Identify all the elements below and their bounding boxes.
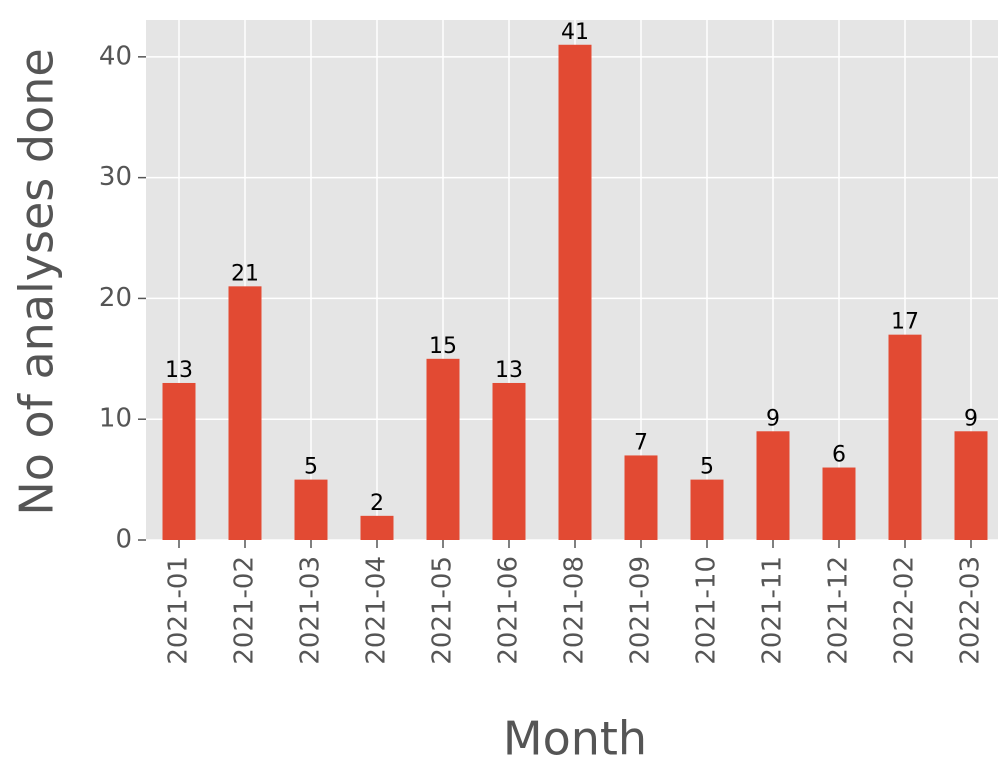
value-label: 15 — [429, 334, 457, 359]
y-axis-label: No of analyses done — [10, 48, 64, 515]
value-label: 17 — [891, 310, 919, 335]
x-tick-label: 2021-04 — [362, 556, 392, 665]
value-label: 21 — [231, 261, 259, 286]
x-tick-label: 2022-03 — [956, 556, 986, 665]
bar — [822, 467, 856, 540]
x-tick-label: 2021-12 — [824, 556, 854, 665]
value-label: 5 — [700, 455, 714, 480]
bar — [360, 515, 394, 540]
value-label: 41 — [561, 20, 589, 45]
value-label: 7 — [634, 430, 648, 455]
x-axis-label: Month — [503, 712, 647, 766]
y-tick-label: 40 — [99, 41, 132, 71]
bar — [624, 455, 658, 540]
x-tick-label: 2022-02 — [890, 556, 920, 665]
bar — [228, 286, 262, 540]
bar — [756, 431, 790, 540]
bar — [426, 358, 460, 540]
bar — [162, 382, 196, 540]
x-tick-label: 2021-03 — [296, 556, 326, 665]
x-tick-label: 2021-08 — [560, 556, 590, 665]
x-tick-label: 2021-02 — [230, 556, 260, 665]
bar — [294, 479, 328, 540]
x-tick-label: 2021-11 — [758, 556, 788, 665]
bar — [690, 479, 724, 540]
value-label: 13 — [165, 358, 193, 383]
x-tick-label: 2021-09 — [626, 556, 656, 665]
y-tick-label: 10 — [99, 404, 132, 434]
value-label: 2 — [370, 491, 384, 516]
x-tick-label: 2021-06 — [494, 556, 524, 665]
value-label: 9 — [964, 406, 978, 431]
value-label: 9 — [766, 406, 780, 431]
x-tick-label: 2021-01 — [164, 556, 194, 665]
value-label: 5 — [304, 455, 318, 480]
x-tick-label: 2021-10 — [692, 556, 722, 665]
x-tick-label: 2021-05 — [428, 556, 458, 665]
bar — [558, 44, 592, 541]
value-label: 13 — [495, 358, 523, 383]
y-tick-label: 20 — [99, 283, 132, 313]
y-tick-label: 0 — [115, 525, 132, 555]
bar — [888, 334, 922, 540]
bar — [492, 382, 526, 540]
bar — [954, 431, 988, 540]
value-label: 6 — [832, 443, 846, 468]
y-tick-label: 30 — [99, 162, 132, 192]
